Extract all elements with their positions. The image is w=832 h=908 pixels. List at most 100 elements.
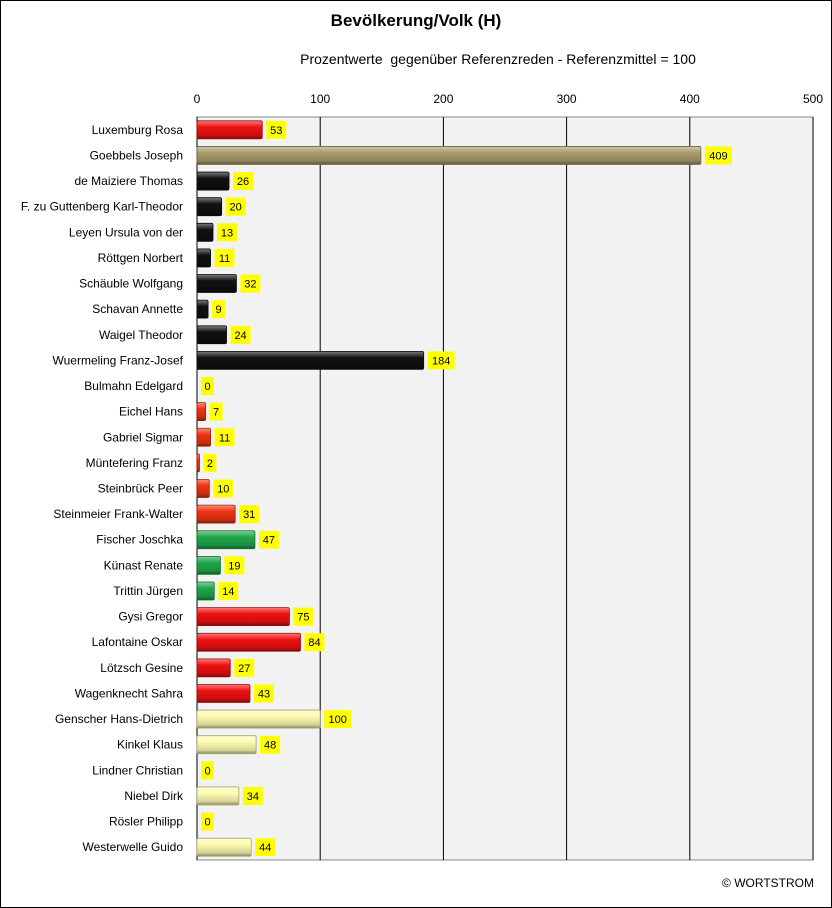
chart-subtitle: Prozentwerte gegenüber Referenzreden - R… [300,51,696,67]
data-label: 11 [219,432,230,444]
plot-area [196,116,814,861]
category-label: Steinbrück Peer [98,482,183,496]
data-label: 0 [204,765,210,777]
data-label-bg [201,761,214,780]
data-label: 47 [263,535,275,547]
bar [196,607,290,627]
x-tick-label: 200 [433,92,453,106]
data-label: 48 [264,740,276,752]
data-label-bg [218,581,239,600]
data-label: 75 [297,612,309,624]
x-tick-label: 0 [194,92,201,106]
data-label-bg [201,812,214,831]
category-label: Luxemburg Rosa [92,123,184,137]
data-label: 44 [259,842,271,854]
bar [196,222,214,242]
chart-title: Bevölkerung/Volk (H) [330,11,502,30]
copyright-note: © WORTSTROM [722,876,814,890]
category-label: Kinkel Klaus [117,738,183,752]
bar [196,299,209,319]
data-label-bg [266,120,287,139]
data-label: 9 [216,304,222,316]
category-label: Steinmeier Frank-Walter [53,507,183,521]
category-label: Lötzsch Gesine [100,661,183,675]
bar [196,171,230,191]
data-label: 0 [204,817,210,829]
bar [196,530,256,550]
data-label-bg [253,684,274,703]
bar [196,709,321,729]
bar [196,479,210,498]
data-label: 53 [270,125,282,137]
data-label-bg [258,530,279,549]
x-tick-label: 100 [310,92,330,106]
data-label-bg [233,172,254,191]
category-label: Goebbels Joseph [90,148,183,162]
bar [196,504,236,524]
data-label-bg [240,274,261,293]
data-label-bg [304,633,325,652]
data-label: 184 [432,355,450,367]
bar [196,786,240,806]
data-label-bg [213,479,234,498]
data-label: 11 [219,253,230,265]
bar [196,146,702,165]
bar [196,120,263,140]
data-label: 0 [204,381,210,393]
bar [196,555,221,575]
data-label-bg [230,325,251,344]
category-label: Müntefering Franz [86,456,183,470]
data-label: 34 [247,791,259,803]
bar [196,581,215,601]
category-label: Künast Renate [104,558,184,572]
data-label: 20 [230,202,242,214]
data-label: 13 [221,227,233,239]
data-label-bg [217,223,238,242]
data-label-bg [224,556,245,575]
x-tick-label: 400 [680,92,700,106]
category-label: Niebel Dirk [124,789,184,803]
category-label: Eichel Hans [119,405,183,419]
bar [196,453,200,473]
data-label-bg [324,710,352,729]
category-label: Lafontaine Oskar [92,635,183,649]
category-label: Wuermeling Franz-Josef [53,353,184,367]
data-label-bg [704,146,732,165]
bar [196,427,211,447]
bar [196,248,211,268]
data-label: 43 [258,688,270,700]
data-label-bg [209,402,223,421]
data-label: 32 [244,279,256,291]
category-label: Röttgen Norbert [98,251,184,265]
data-label-bg [203,453,217,472]
bar [196,837,252,857]
category-label: Waigel Theodor [99,328,183,342]
data-label: 2 [207,458,213,470]
category-label: Schavan Annette [92,302,183,316]
data-label-bg [212,300,226,319]
category-label: Bulmahn Edelgard [84,379,183,393]
data-label: 26 [237,176,249,188]
bar [196,658,231,678]
data-label: 19 [228,560,240,572]
data-label-bg [242,786,263,805]
bar [196,632,301,652]
data-label: 10 [217,484,229,496]
category-label: Leyen Ursula von der [69,225,183,239]
category-label: Trittin Jürgen [113,584,183,598]
data-label-bg [214,248,235,267]
bar [196,274,237,293]
category-label: Wagenknecht Sahra [75,686,184,700]
category-label: Genscher Hans-Dietrich [55,712,183,726]
bar [196,684,251,703]
x-tick-label: 500 [803,92,823,106]
bar [196,350,425,370]
bar [196,325,227,345]
data-label-bg [225,197,246,216]
data-label: 27 [238,663,250,675]
data-label: 100 [329,714,347,726]
data-label: 409 [709,150,727,162]
data-label: 31 [243,509,255,521]
bar [196,402,207,422]
